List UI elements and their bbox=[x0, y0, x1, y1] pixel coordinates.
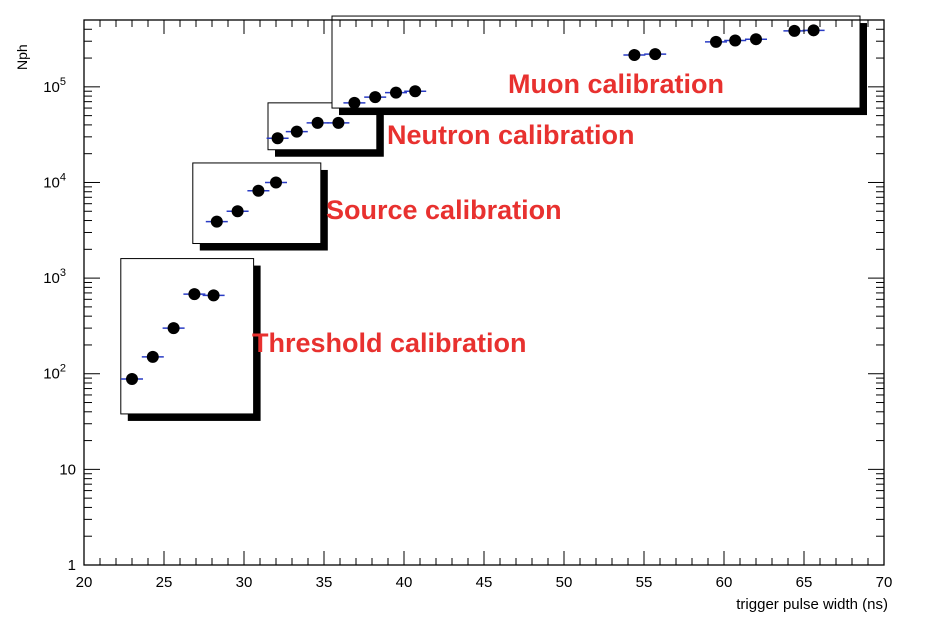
y-tick-label: 104 bbox=[43, 171, 66, 191]
data-point bbox=[729, 34, 742, 47]
data-point bbox=[788, 24, 801, 37]
y-tick-label: 103 bbox=[43, 267, 66, 287]
data-point bbox=[409, 85, 422, 98]
annotation-label: Neutron calibration bbox=[387, 120, 635, 150]
y-axis-ticks: 1 10 102 103 104 105 bbox=[43, 19, 884, 574]
annotation-label: Muon calibration bbox=[508, 69, 724, 99]
x-tick-label: 20 bbox=[76, 574, 93, 591]
data-point bbox=[311, 116, 324, 129]
data-point bbox=[270, 176, 282, 189]
data-points bbox=[121, 24, 825, 386]
calibration-box bbox=[120, 258, 255, 415]
x-tick-label: 55 bbox=[636, 574, 653, 591]
y-axis-label: Nph bbox=[14, 44, 30, 70]
calibration-box bbox=[192, 162, 322, 245]
x-tick-label: 30 bbox=[236, 574, 253, 591]
x-tick-label: 45 bbox=[476, 574, 493, 591]
y-tick-label: 102 bbox=[43, 363, 66, 383]
data-point bbox=[649, 48, 662, 61]
data-point bbox=[146, 350, 159, 363]
data-point bbox=[628, 49, 641, 62]
y-tick-label: 10 bbox=[59, 461, 76, 478]
data-point bbox=[369, 91, 382, 104]
annotation-labels: Threshold calibration Source calibration N… bbox=[252, 69, 724, 358]
x-tick-label: 35 bbox=[316, 574, 333, 591]
x-tick-label: 40 bbox=[396, 574, 413, 591]
data-point bbox=[807, 24, 820, 37]
x-axis-ticks: 20 25 30 35 40 45 50 55 60 65 70 bbox=[76, 20, 893, 591]
data-point bbox=[188, 288, 201, 301]
data-point bbox=[231, 205, 244, 218]
data-point bbox=[126, 373, 138, 386]
data-point bbox=[210, 215, 223, 228]
x-tick-label: 70 bbox=[876, 574, 893, 591]
calibration-boxes bbox=[120, 15, 867, 421]
x-tick-label: 65 bbox=[796, 574, 813, 591]
data-point bbox=[348, 96, 361, 109]
annotation-label: Threshold calibration bbox=[252, 328, 527, 358]
y-tick-label: 1 bbox=[68, 557, 76, 574]
data-point bbox=[271, 132, 284, 145]
data-point bbox=[710, 35, 722, 48]
annotation-label: Source calibration bbox=[326, 195, 562, 225]
data-point bbox=[290, 125, 303, 138]
data-point bbox=[252, 184, 265, 197]
x-tick-label: 50 bbox=[556, 574, 573, 591]
data-point bbox=[167, 322, 180, 335]
x-tick-label: 25 bbox=[156, 574, 173, 591]
x-tick-label: 60 bbox=[716, 574, 733, 591]
data-point bbox=[390, 86, 402, 99]
data-point bbox=[332, 116, 345, 129]
x-axis-label: trigger pulse width (ns) bbox=[736, 596, 888, 613]
data-point bbox=[750, 33, 762, 46]
data-point bbox=[207, 289, 220, 302]
y-tick-label: 105 bbox=[43, 76, 66, 96]
